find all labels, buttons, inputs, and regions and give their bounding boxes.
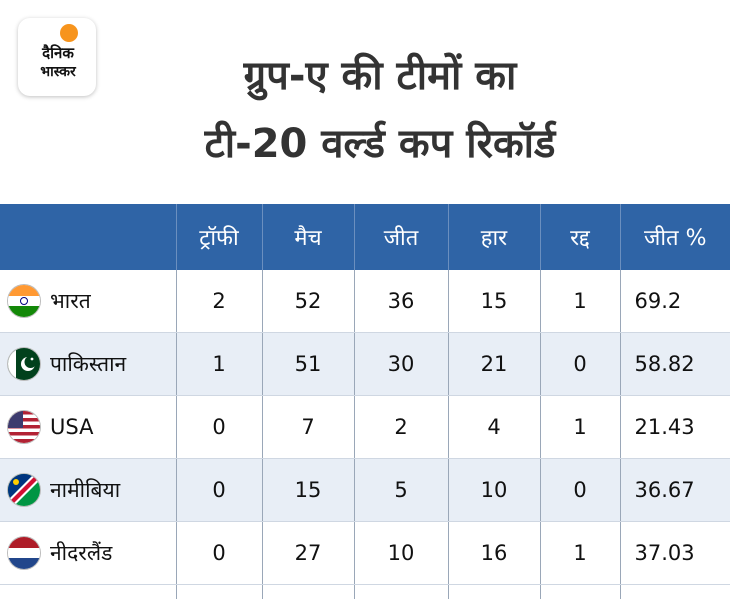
- lost-cell: 10: [448, 459, 540, 522]
- namibia-flag-icon: [8, 474, 40, 506]
- matches-cell: 15: [262, 459, 354, 522]
- page-title: ग्रुप-ए की टीमों का टी-20 वर्ल्ड कप रिकॉ…: [100, 42, 660, 178]
- logo-line1: दैनिक: [26, 45, 90, 62]
- win-pct-cell: 37.03: [620, 522, 730, 585]
- dainik-bhaskar-logo: दैनिक भास्कर: [18, 18, 96, 96]
- trophy-cell: 0: [176, 459, 262, 522]
- trophy-cell: 1: [176, 333, 262, 396]
- won-cell: 30: [354, 333, 448, 396]
- win-pct-cell: 36.67: [620, 459, 730, 522]
- netherlands-flag-icon: [8, 537, 40, 569]
- lost-cell: 4: [448, 396, 540, 459]
- india-flag-icon: [8, 285, 40, 317]
- win-pct-cell: 58.82: [620, 333, 730, 396]
- table-row: भारत 2 52 36 15 1 69.2: [0, 270, 730, 333]
- header-no-result: रद्द: [540, 204, 620, 270]
- won-cell: 36: [354, 270, 448, 333]
- win-pct-cell: 21.43: [620, 396, 730, 459]
- team-cell: पाकिस्तान: [0, 333, 176, 396]
- lost-cell: 16: [448, 522, 540, 585]
- matches-cell: 27: [262, 522, 354, 585]
- team-name: नामीबिया: [50, 476, 120, 504]
- table-row: नीदरलैंड 0 27 10 16 1 37.03: [0, 522, 730, 585]
- title-line1: ग्रुप-ए की टीमों का: [100, 42, 660, 110]
- team-name: नीदरलैंड: [50, 539, 112, 567]
- table-row: USA 0 7 2 4 1 21.43: [0, 396, 730, 459]
- usa-flag-icon: [8, 411, 40, 443]
- no-result-cell: 1: [540, 270, 620, 333]
- team-cell: भारत: [0, 270, 176, 333]
- lost-cell: 21: [448, 333, 540, 396]
- table-row: पाकिस्तान 1 51 30 21 0 58.82: [0, 333, 730, 396]
- team-cell: USA: [0, 396, 176, 459]
- lost-cell: 15: [448, 270, 540, 333]
- records-table: ट्रॉफी मैच जीत हार रद्द जीत % भारत 2 52 …: [0, 204, 730, 599]
- no-result-cell: 1: [540, 396, 620, 459]
- header-win-pct: जीत %: [620, 204, 730, 270]
- header-lost: हार: [448, 204, 540, 270]
- no-result-cell: 1: [540, 522, 620, 585]
- title-line2: टी-20 वर्ल्ड कप रिकॉर्ड: [100, 110, 660, 178]
- pakistan-flag-icon: [8, 348, 40, 380]
- matches-cell: 52: [262, 270, 354, 333]
- sun-icon: [60, 24, 78, 42]
- logo-line2: भास्कर: [26, 64, 90, 81]
- team-name: पाकिस्तान: [50, 350, 126, 378]
- table-bottom-spacer: [0, 585, 730, 599]
- header-matches: मैच: [262, 204, 354, 270]
- no-result-cell: 0: [540, 333, 620, 396]
- team-name: भारत: [50, 287, 91, 315]
- win-pct-cell: 69.2: [620, 270, 730, 333]
- won-cell: 10: [354, 522, 448, 585]
- no-result-cell: 0: [540, 459, 620, 522]
- won-cell: 5: [354, 459, 448, 522]
- table-row: नामीबिया 0 15 5 10 0 36.67: [0, 459, 730, 522]
- matches-cell: 51: [262, 333, 354, 396]
- matches-cell: 7: [262, 396, 354, 459]
- trophy-cell: 0: [176, 522, 262, 585]
- header-won: जीत: [354, 204, 448, 270]
- won-cell: 2: [354, 396, 448, 459]
- trophy-cell: 2: [176, 270, 262, 333]
- header-trophy: ट्रॉफी: [176, 204, 262, 270]
- trophy-cell: 0: [176, 396, 262, 459]
- team-name: USA: [50, 415, 93, 439]
- team-cell: नीदरलैंड: [0, 522, 176, 585]
- header-team: [0, 204, 176, 270]
- header-row: ट्रॉफी मैच जीत हार रद्द जीत %: [0, 204, 730, 270]
- team-cell: नामीबिया: [0, 459, 176, 522]
